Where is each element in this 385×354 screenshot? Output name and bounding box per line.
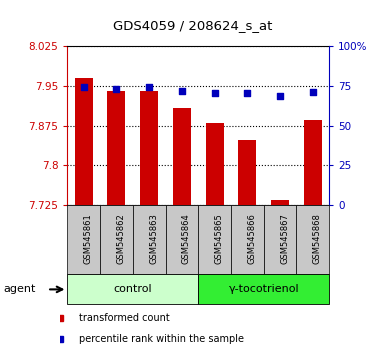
Point [310,89,316,95]
Bar [107,91,126,205]
Bar [304,120,322,205]
Point [179,88,185,93]
Bar [238,140,256,205]
Text: agent: agent [4,284,36,295]
Bar [198,205,231,274]
Point [244,90,251,96]
Text: GSM545867: GSM545867 [280,213,289,264]
Text: GSM545868: GSM545868 [313,213,322,264]
Bar [166,205,198,274]
Bar [67,205,100,274]
Point [212,90,218,96]
Bar [271,200,289,205]
Text: control: control [114,284,152,295]
Bar [140,91,158,205]
Text: GSM545865: GSM545865 [215,213,224,264]
Text: GSM545862: GSM545862 [116,213,126,264]
Bar [198,274,329,304]
Text: transformed count: transformed count [79,313,170,323]
Text: percentile rank within the sample: percentile rank within the sample [79,334,244,344]
Point [277,93,283,99]
Bar [296,205,329,274]
Bar [67,274,198,304]
Point [81,85,87,90]
Bar [231,205,264,274]
Text: γ-tocotrienol: γ-tocotrienol [228,284,299,295]
Bar [264,205,296,274]
Bar [100,205,133,274]
Point [113,86,119,92]
Bar [206,123,224,205]
Text: GSM545866: GSM545866 [248,213,256,264]
Text: GSM545863: GSM545863 [149,213,158,264]
Text: GSM545864: GSM545864 [182,213,191,264]
Text: GDS4059 / 208624_s_at: GDS4059 / 208624_s_at [113,19,272,33]
Point [146,85,152,90]
Bar [75,78,93,205]
Text: GSM545861: GSM545861 [84,213,93,264]
Bar [133,205,166,274]
Bar [173,108,191,205]
